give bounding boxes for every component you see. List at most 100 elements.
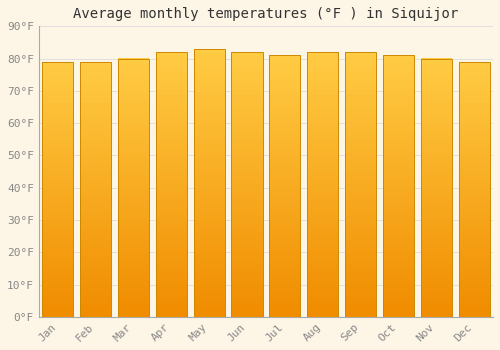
Bar bbox=[307, 158, 338, 163]
Bar bbox=[232, 306, 262, 312]
Bar bbox=[307, 306, 338, 312]
Bar bbox=[80, 128, 111, 133]
Bar bbox=[194, 247, 224, 252]
Bar bbox=[80, 250, 111, 256]
Bar bbox=[118, 120, 149, 126]
Bar bbox=[270, 285, 300, 290]
Bar bbox=[421, 306, 452, 312]
Bar bbox=[421, 146, 452, 152]
Bar bbox=[156, 295, 187, 301]
Bar bbox=[458, 281, 490, 286]
Bar bbox=[194, 60, 224, 65]
Bar bbox=[156, 216, 187, 222]
Bar bbox=[80, 215, 111, 220]
Bar bbox=[80, 266, 111, 271]
Bar bbox=[383, 223, 414, 228]
Bar bbox=[383, 306, 414, 312]
Bar bbox=[194, 54, 224, 60]
Bar bbox=[232, 147, 262, 153]
Bar bbox=[80, 62, 111, 67]
Bar bbox=[156, 211, 187, 216]
Bar bbox=[421, 224, 452, 229]
Bar bbox=[421, 229, 452, 234]
Bar bbox=[156, 63, 187, 68]
Bar bbox=[383, 217, 414, 223]
Bar bbox=[458, 250, 490, 256]
Bar bbox=[194, 76, 224, 81]
Bar bbox=[383, 285, 414, 290]
Bar bbox=[307, 136, 338, 142]
Bar bbox=[345, 205, 376, 211]
Bar bbox=[383, 76, 414, 82]
Bar bbox=[80, 281, 111, 286]
Bar bbox=[345, 94, 376, 100]
Bar bbox=[383, 128, 414, 134]
Bar bbox=[345, 57, 376, 63]
Bar bbox=[270, 248, 300, 254]
Bar bbox=[458, 184, 490, 189]
Bar bbox=[194, 231, 224, 237]
Bar bbox=[232, 73, 262, 78]
Bar bbox=[421, 244, 452, 250]
Bar bbox=[383, 55, 414, 61]
Bar bbox=[42, 307, 74, 312]
Bar bbox=[307, 264, 338, 269]
Bar bbox=[345, 232, 376, 237]
Bar bbox=[194, 97, 224, 103]
Bar bbox=[194, 92, 224, 97]
Bar bbox=[80, 210, 111, 215]
Bar bbox=[80, 271, 111, 276]
Bar bbox=[270, 238, 300, 244]
Bar bbox=[156, 163, 187, 169]
Bar bbox=[156, 290, 187, 296]
Bar bbox=[383, 259, 414, 265]
Title: Average monthly temperatures (°F ) in Siquijor: Average monthly temperatures (°F ) in Si… bbox=[74, 7, 458, 21]
Bar bbox=[156, 121, 187, 126]
Bar bbox=[421, 120, 452, 126]
Bar bbox=[156, 253, 187, 259]
Bar bbox=[232, 312, 262, 317]
Bar bbox=[383, 81, 414, 87]
Bar bbox=[270, 254, 300, 259]
Bar bbox=[118, 74, 149, 79]
Bar bbox=[458, 113, 490, 118]
Bar bbox=[307, 216, 338, 222]
Bar bbox=[156, 110, 187, 116]
Bar bbox=[194, 295, 224, 301]
Bar bbox=[118, 280, 149, 286]
Bar bbox=[232, 94, 262, 100]
Bar bbox=[194, 172, 224, 177]
Bar bbox=[232, 258, 262, 264]
Bar bbox=[345, 105, 376, 110]
Bar bbox=[270, 301, 300, 306]
Bar bbox=[118, 208, 149, 214]
Bar bbox=[458, 199, 490, 205]
Bar bbox=[156, 68, 187, 73]
Bar bbox=[118, 58, 149, 317]
Bar bbox=[383, 280, 414, 286]
Bar bbox=[421, 69, 452, 74]
Bar bbox=[194, 220, 224, 226]
Bar bbox=[270, 160, 300, 165]
Bar bbox=[458, 159, 490, 164]
Bar bbox=[156, 131, 187, 137]
Bar bbox=[383, 312, 414, 317]
Bar bbox=[421, 218, 452, 224]
Bar bbox=[421, 265, 452, 270]
Bar bbox=[42, 199, 74, 205]
Bar bbox=[232, 131, 262, 137]
Bar bbox=[232, 174, 262, 179]
Bar bbox=[232, 205, 262, 211]
Bar bbox=[458, 276, 490, 281]
Bar bbox=[232, 285, 262, 290]
Bar bbox=[156, 195, 187, 200]
Bar bbox=[270, 223, 300, 228]
Bar bbox=[118, 79, 149, 84]
Bar bbox=[458, 103, 490, 108]
Bar bbox=[80, 179, 111, 184]
Bar bbox=[307, 52, 338, 317]
Bar bbox=[118, 141, 149, 146]
Bar bbox=[80, 199, 111, 205]
Bar bbox=[383, 155, 414, 160]
Bar bbox=[307, 195, 338, 200]
